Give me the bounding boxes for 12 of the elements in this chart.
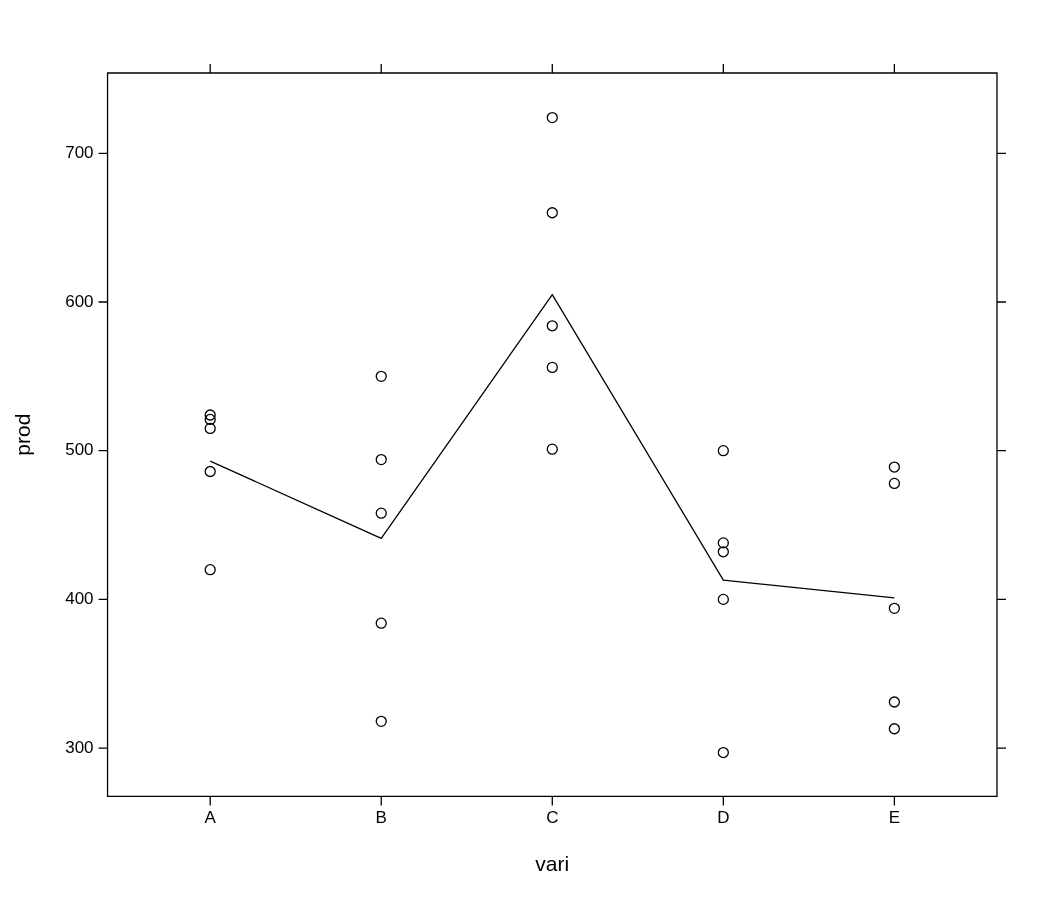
x-tick-label: E xyxy=(888,808,901,828)
y-tick-label: 500 xyxy=(65,440,94,460)
x-tick-label: D xyxy=(717,808,730,828)
x-tick-label: B xyxy=(375,808,387,828)
y-tick-label: 400 xyxy=(65,589,94,609)
x-tick-label: A xyxy=(204,808,217,828)
y-tick-label: 600 xyxy=(65,291,94,311)
x-tick-label: C xyxy=(546,808,559,828)
y-axis-title: prod xyxy=(11,413,35,456)
y-tick-label: 700 xyxy=(65,142,94,162)
y-tick-label: 300 xyxy=(65,737,94,757)
x-axis-title: vari xyxy=(535,852,570,876)
